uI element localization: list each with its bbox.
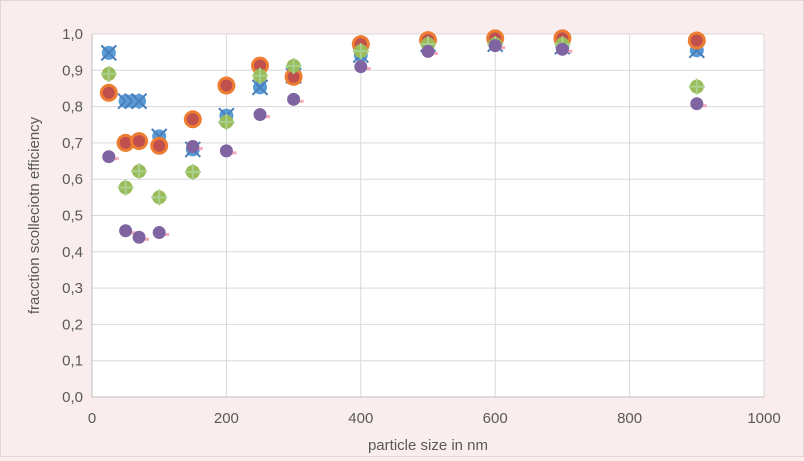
data-point [117, 179, 134, 196]
x-tick-label: 0 [88, 410, 96, 427]
y-tick-label: 0,3 [62, 280, 83, 297]
data-point [130, 132, 149, 151]
y-tick-label: 0,8 [62, 99, 83, 116]
data-point [183, 110, 202, 129]
data-point [152, 226, 170, 240]
data-point [102, 150, 119, 164]
series-4 [102, 39, 707, 244]
tick-labels: 0,0 0,1 0,2 0,3 0,4 0,5 0,6 0,7 0,8 0,9 1,0 0 200 400… [62, 26, 781, 427]
data-point [251, 79, 269, 96]
data-point [555, 42, 573, 56]
data-point [687, 31, 706, 50]
y-tick-label: 0,4 [62, 244, 83, 261]
data-point [421, 44, 438, 58]
x-tick-label: 1000 [747, 410, 780, 427]
y-tick-label: 0,1 [62, 353, 83, 370]
y-tick-label: 0,2 [62, 316, 83, 333]
data-point [184, 163, 201, 180]
data-point [285, 57, 302, 74]
x-axis-label: particle size in nm [368, 437, 488, 454]
data-point [100, 65, 117, 82]
x-tick-label: 200 [214, 410, 239, 427]
data-point [186, 140, 203, 154]
y-tick-label: 0,7 [62, 135, 83, 152]
y-tick-label: 1,0 [62, 26, 83, 43]
data-points [99, 29, 707, 244]
data-point [116, 133, 135, 152]
y-tick-label: 0,9 [62, 62, 83, 79]
data-point [150, 136, 169, 155]
data-point [284, 67, 303, 86]
data-point [253, 108, 270, 122]
data-point [690, 97, 707, 111]
data-point [287, 92, 304, 106]
data-point [131, 163, 148, 180]
data-point [130, 92, 148, 110]
data-point [218, 113, 235, 130]
x-tick-label: 600 [483, 410, 508, 427]
data-point [251, 56, 269, 75]
data-point [354, 60, 371, 74]
data-point [219, 144, 237, 158]
data-point [99, 83, 118, 102]
data-point [688, 78, 705, 95]
data-point [132, 230, 150, 244]
data-point [217, 76, 236, 95]
data-point [151, 189, 168, 206]
y-tick-label: 0,0 [62, 389, 83, 406]
axes [91, 34, 764, 398]
y-tick-label: 0,6 [62, 171, 83, 188]
x-tick-label: 800 [617, 410, 642, 427]
x-tick-label: 400 [348, 410, 373, 427]
y-axis-label: fracction scolleciotn efficiency [26, 116, 43, 314]
data-point [352, 43, 369, 60]
data-point [488, 39, 506, 53]
data-point [252, 67, 268, 84]
y-tick-label: 0,5 [62, 208, 83, 225]
data-point [100, 44, 118, 62]
